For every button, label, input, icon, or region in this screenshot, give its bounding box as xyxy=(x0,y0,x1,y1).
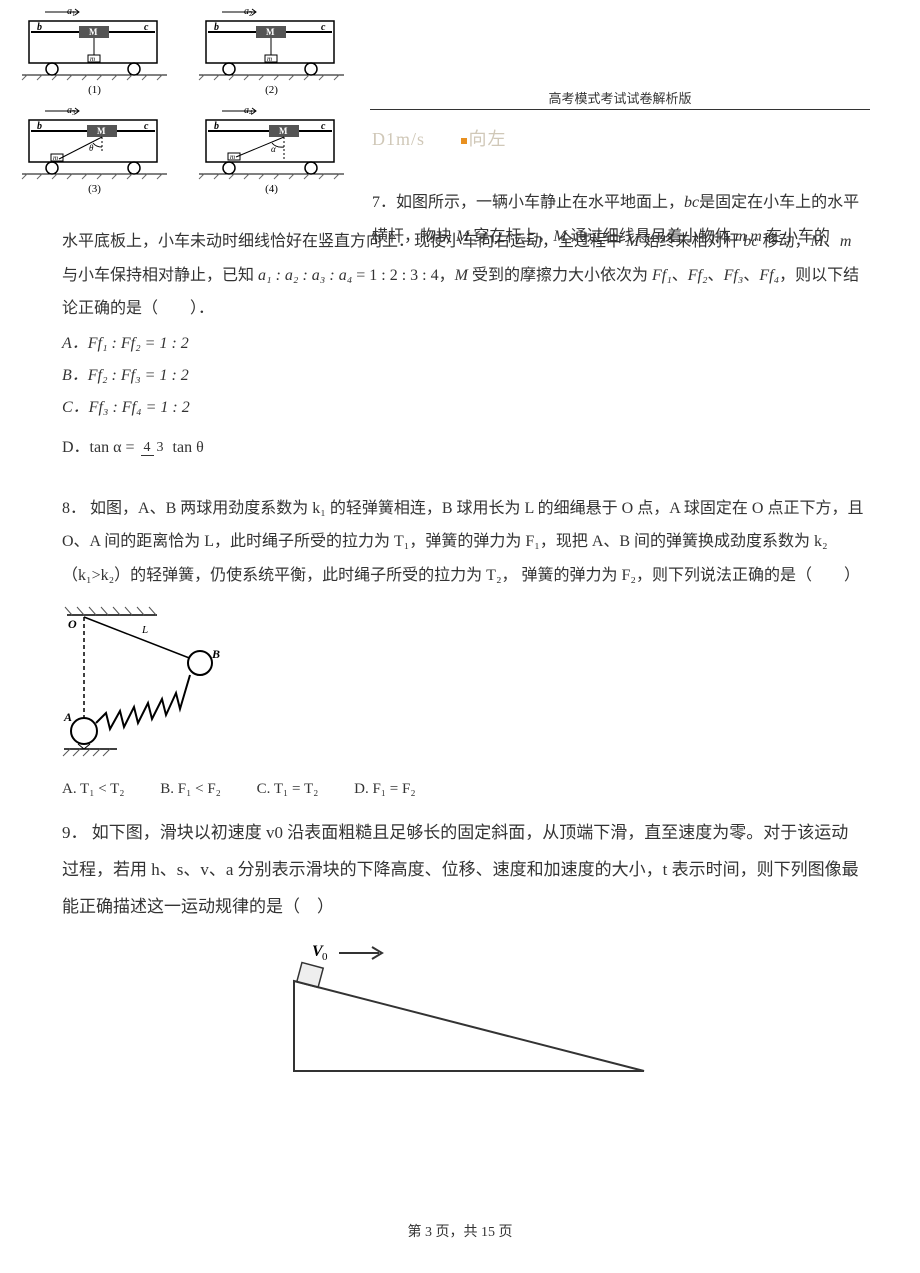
q7-c1: 水平底板上，小车未动时细线恰好在竖直方向上．现使小车向右运动，全过程中 xyxy=(62,233,626,250)
q8-opt-c: C. T₁ = T₂ xyxy=(257,781,319,797)
q7-avars: a₁ : a₂ : a₃ : a₄ xyxy=(258,267,352,284)
svg-text:θ: θ xyxy=(89,143,94,153)
svg-text:m: m xyxy=(90,55,95,63)
figure-4-label: (4) xyxy=(265,183,278,195)
main-content: 水平底板上，小车未动时细线恰好在竖直方向上．现使小车向右运动，全过程中 M 始终… xyxy=(62,225,865,1099)
figure-1: a1 b c M m (1) xyxy=(8,0,181,96)
q8-opt-a: A. T₁ < T₂ xyxy=(62,781,125,797)
q7-options: A．Ff₁ : Ff₂ = 1 : 2 B．Ff₂ : Ff₃ = 1 : 2 … xyxy=(62,328,865,464)
svg-text:3: 3 xyxy=(72,109,76,117)
svg-text:α: α xyxy=(271,144,276,154)
q7-opt-b: B．Ff₂ : Ff₃ = 1 : 2 xyxy=(62,360,865,392)
footer-page: 3 xyxy=(425,1225,432,1240)
q7-m2: m xyxy=(840,233,852,250)
q8-figure: O L B A xyxy=(62,603,865,771)
option-d-text: 向左 xyxy=(469,129,507,149)
footer-total: 15 xyxy=(481,1225,495,1240)
q7-opt-c-text: C．Ff₃ : Ff₄ = 1 : 2 xyxy=(62,399,190,416)
figure-3-label: (3) xyxy=(88,183,101,195)
prev-option-d: D1m/s 向左 xyxy=(372,125,865,151)
figure-4: a4 b c M α m (4) xyxy=(185,100,358,196)
q7-M4: M xyxy=(810,233,823,250)
footer-mid: 页，共 xyxy=(432,1225,481,1240)
svg-text:0: 0 xyxy=(322,951,328,963)
question-9: 9． 如下图，滑块以初速度 v0 沿表面粗糙且足够长的固定斜面，从顶端下滑，直至… xyxy=(62,814,865,1100)
q7-c4: 、 xyxy=(824,233,840,250)
footer-suffix: 页 xyxy=(495,1225,513,1240)
svg-text:M: M xyxy=(266,27,275,37)
frac-num: 4 xyxy=(141,440,154,456)
page-footer: 第 3 页，共 15 页 xyxy=(0,1221,920,1241)
figure-3-svg: a3 b c M θ m xyxy=(17,103,172,181)
q9-svg: V0 xyxy=(264,941,664,1086)
q7-opt-c: C．Ff₃ : Ff₄ = 1 : 2 xyxy=(62,392,865,424)
svg-text:L: L xyxy=(141,624,148,636)
q7-t1: 如图所示，一辆小车静止在水平地面上， xyxy=(396,194,684,211)
page-header: 高考模式考试试卷解析版 xyxy=(370,88,870,110)
q8-options: A. T₁ < T₂ B. F₁ < F₂ C. T₁ = T₂ D. F₁ =… xyxy=(62,774,865,806)
footer-prefix: 第 xyxy=(408,1225,426,1240)
question-8: 8． 如图，A、B 两球用劲度系数为 k₁ 的轻弹簧相连，B 球用长为 L 的细… xyxy=(62,492,865,806)
q7-opt-b-text: B．Ff₂ : Ff₃ = 1 : 2 xyxy=(62,367,189,384)
q8-number: 8． xyxy=(62,500,86,517)
q9-body: 如下图，滑块以初速度 v0 沿表面粗糙且足够长的固定斜面，从顶端下滑，直至速度为… xyxy=(62,823,859,917)
q7-opt-d-prefix: D．tan α = xyxy=(62,439,139,456)
figure-2: a2 b c M m (2) xyxy=(185,0,358,96)
svg-text:m: m xyxy=(230,153,235,161)
svg-text:B: B xyxy=(211,647,220,661)
svg-text:M: M xyxy=(89,27,98,37)
q7-ff4: Ff₄ xyxy=(759,267,779,284)
svg-text:2: 2 xyxy=(249,10,253,18)
figure-3: a3 b c M θ m (3) xyxy=(8,100,181,196)
q8-opt-b: B. F₁ < F₂ xyxy=(160,781,221,797)
q7-opt-d: D．tan α = 43 tan θ xyxy=(62,432,865,464)
q7-number: 7． xyxy=(372,194,396,211)
q9-number: 9． xyxy=(62,823,88,842)
q7-c2: 始终未相对杆 xyxy=(639,233,743,250)
q7-M5: M xyxy=(455,267,468,284)
svg-text:A: A xyxy=(63,710,72,724)
marker-icon xyxy=(461,138,467,144)
q7-opt-a: A．Ff₁ : Ff₂ = 1 : 2 xyxy=(62,328,865,360)
figure-2-svg: a2 b c M m xyxy=(194,4,349,82)
q9-figure: V0 xyxy=(264,941,664,1099)
q7-bc2: bc xyxy=(743,233,758,250)
svg-text:m: m xyxy=(267,55,272,63)
q8-svg: O L B A xyxy=(62,603,227,758)
q7-ff2: Ff₂ xyxy=(688,267,708,284)
q7-body: 水平底板上，小车未动时细线恰好在竖直方向上．现使小车向右运动，全过程中 M 始终… xyxy=(62,225,865,326)
q7-ff1: Ff₁ xyxy=(652,267,672,284)
svg-text:m: m xyxy=(53,154,58,162)
figure-1-svg: a1 b c M m xyxy=(17,4,172,82)
q8-body: 如图，A、B 两球用劲度系数为 k₁ 的轻弹簧相连，B 球用长为 L 的细绳悬于… xyxy=(62,500,863,584)
svg-text:M: M xyxy=(97,126,106,136)
option-d-prefix: D1m/s xyxy=(372,129,425,149)
frac-den: 3 xyxy=(154,440,167,455)
q8-opt-d: D. F₁ = F₂ xyxy=(354,781,415,797)
figure-4-svg: a4 b c M α m xyxy=(194,103,349,181)
q7-c3: 移动， xyxy=(758,233,810,250)
svg-text:1: 1 xyxy=(72,10,76,18)
q7-bc: bc xyxy=(684,194,699,211)
figure-1-label: (1) xyxy=(88,84,101,96)
q7-opt-d-suffix: tan θ xyxy=(169,439,204,456)
q7-M3: M xyxy=(626,233,639,250)
fraction-icon: 43 xyxy=(141,440,167,455)
svg-text:O: O xyxy=(68,617,77,631)
q7-opt-a-text: A．Ff₁ : Ff₂ = 1 : 2 xyxy=(62,335,189,352)
q7-ff3: Ff₃ xyxy=(724,267,744,284)
q7-c5: 与小车保持相对静止，已知 xyxy=(62,267,258,284)
figure-2-label: (2) xyxy=(265,84,278,96)
q7-c6: 受到的摩擦力大小依次为 xyxy=(468,267,652,284)
q7-figures: a1 b c M m (1) a2 b c xyxy=(8,0,358,195)
q7-ratios: = 1 : 2 : 3 : 4， xyxy=(352,267,454,284)
svg-text:M: M xyxy=(279,126,288,136)
figure-grid: a1 b c M m (1) a2 b c xyxy=(8,0,358,195)
svg-text:4: 4 xyxy=(249,109,253,117)
